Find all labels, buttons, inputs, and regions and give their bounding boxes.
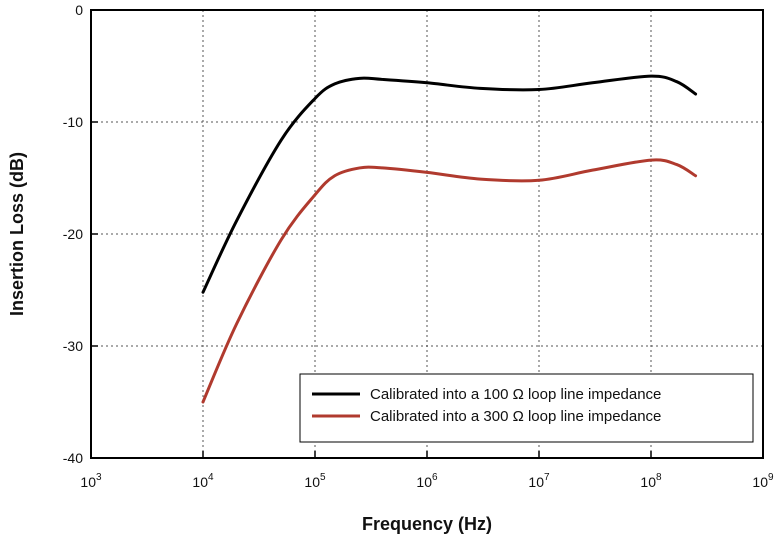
legend-label-100-ohm: Calibrated into a 100 Ω loop line impeda… <box>370 386 661 403</box>
series-line-100-ohm <box>201 74 698 294</box>
series-line-300-ohm <box>201 158 698 404</box>
legend: Calibrated into a 100 Ω loop line impeda… <box>299 373 754 443</box>
y-tick-label: -10 <box>63 114 83 130</box>
x-tick-label: 107 <box>528 472 550 490</box>
series-layer <box>201 74 698 404</box>
x-tick-label: 106 <box>416 472 438 490</box>
x-tick-label: 103 <box>80 472 102 490</box>
y-tick-label: -20 <box>63 226 83 242</box>
x-tick-label: 109 <box>752 472 774 490</box>
legend-label-300-ohm: Calibrated into a 300 Ω loop line impeda… <box>370 408 661 425</box>
x-tick-label: 108 <box>640 472 662 490</box>
y-tick-label: 0 <box>75 2 83 18</box>
y-tick-label: -30 <box>63 338 83 354</box>
x-tick-label: 105 <box>304 472 326 490</box>
x-axis-title: Frequency (Hz) <box>362 514 492 534</box>
x-tick-label: 104 <box>192 472 214 490</box>
y-tick-label: -40 <box>63 450 83 466</box>
grid <box>91 10 763 458</box>
x-tick-labels: 103 104 105 106 107 108 109 <box>80 451 774 490</box>
legend-box <box>299 373 754 443</box>
y-axis-title: Insertion Loss (dB) <box>7 152 27 316</box>
y-tick-labels: 0 -10 -20 -30 -40 <box>63 2 98 466</box>
